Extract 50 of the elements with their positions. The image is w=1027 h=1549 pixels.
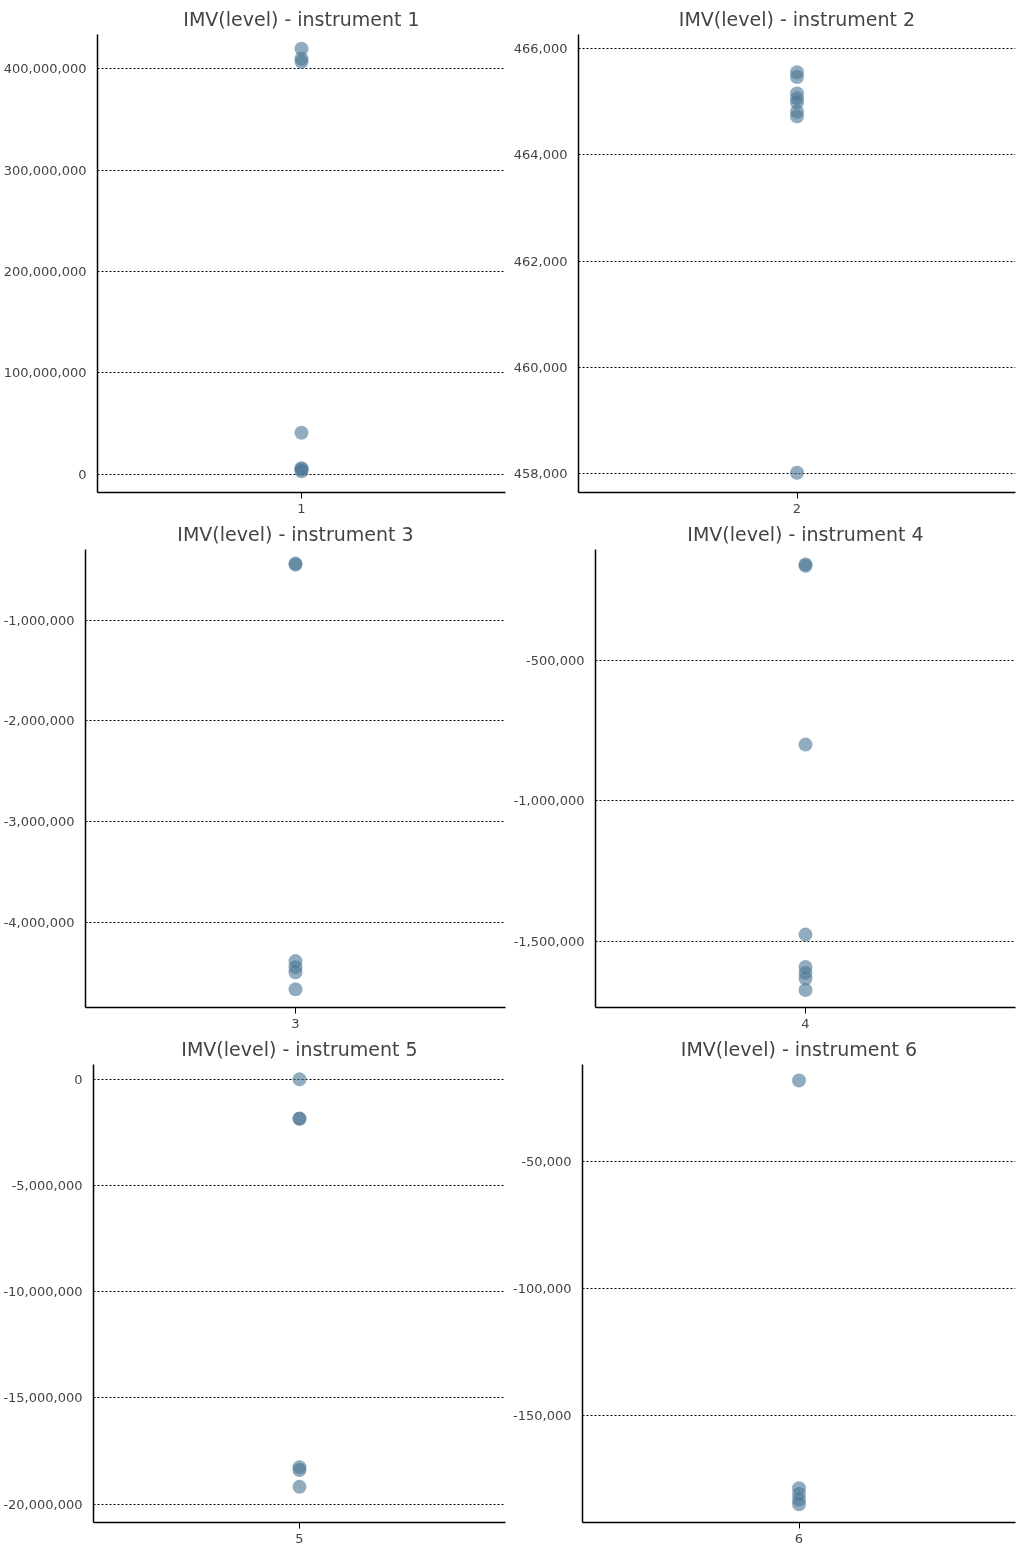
y-tick-label: -3,000,000 <box>3 814 75 830</box>
y-tick-label: -100,000 <box>513 1280 572 1296</box>
y-tick-label: 0 <box>74 1071 83 1087</box>
point <box>790 465 804 480</box>
chart-title: IMV(level) - instrument 4 <box>687 522 924 545</box>
x-tick-label: 5 <box>295 1530 304 1546</box>
chart-title: IMV(level) - instrument 2 <box>678 7 916 30</box>
y-tick-label: 458,000 <box>513 466 568 482</box>
point <box>790 109 804 124</box>
y-tick-label: -2,000,000 <box>3 713 75 729</box>
chart-title: IMV(level) - instrument 1 <box>183 7 420 30</box>
chart-title: IMV(level) - instrument 3 <box>177 522 414 545</box>
y-tick-label: -500,000 <box>526 652 585 668</box>
chart-title: IMV(level) - instrument 5 <box>181 1037 418 1060</box>
y-tick-label: 460,000 <box>513 359 568 375</box>
chart-title: IMV(level) - instrument 6 <box>680 1037 918 1060</box>
point <box>798 927 813 942</box>
y-tick-label: -15,000,000 <box>3 1390 83 1406</box>
y-tick-label: -1,500,000 <box>513 934 585 950</box>
y-tick-label: 462,000 <box>513 253 568 269</box>
y-tick-label: 466,000 <box>513 40 568 56</box>
x-tick-label: 3 <box>291 1015 300 1031</box>
point <box>288 982 303 997</box>
point <box>792 1497 806 1512</box>
point <box>288 965 303 980</box>
y-tick-label: -50,000 <box>521 1153 572 1169</box>
x-tick-label: 2 <box>792 500 802 516</box>
y-tick-label: 0 <box>78 466 87 482</box>
x-tick-label: 4 <box>801 1015 810 1031</box>
point <box>798 737 813 752</box>
y-tick-label: -1,000,000 <box>3 612 75 628</box>
y-tick-label: -4,000,000 <box>3 915 75 931</box>
point <box>798 983 813 998</box>
y-tick-label: -150,000 <box>513 1408 572 1424</box>
y-tick-label: -20,000,000 <box>3 1496 83 1512</box>
point <box>294 425 309 440</box>
x-tick-label: 1 <box>297 500 306 516</box>
point <box>292 1072 307 1087</box>
point <box>292 1479 307 1494</box>
y-tick-label: -10,000,000 <box>3 1284 83 1300</box>
x-tick-label: 6 <box>794 1530 804 1546</box>
y-tick-label: 400,000,000 <box>3 61 87 77</box>
y-tick-label: 300,000,000 <box>3 162 87 178</box>
y-tick-label: 464,000 <box>513 147 568 163</box>
y-tick-label: 200,000,000 <box>3 264 87 280</box>
point <box>790 70 804 85</box>
y-tick-label: -5,000,000 <box>11 1178 83 1194</box>
point <box>792 1073 806 1088</box>
y-tick-label: 100,000,000 <box>3 365 87 381</box>
y-tick-label: -1,000,000 <box>513 793 585 809</box>
